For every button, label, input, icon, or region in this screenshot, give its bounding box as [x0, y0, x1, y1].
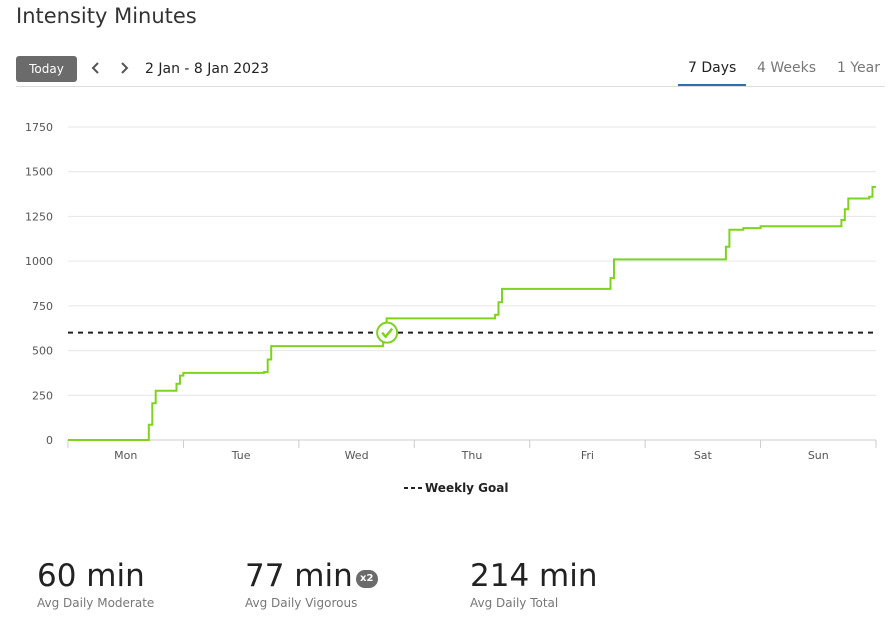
stat-vigorous-value-row: 77 min x2 — [245, 558, 378, 594]
multiplier-badge: x2 — [355, 570, 378, 588]
y-tick-label: 1250 — [25, 210, 53, 223]
date-range-label: 2 Jan - 8 Jan 2023 — [145, 61, 269, 77]
page-title: Intensity Minutes — [16, 4, 197, 28]
tab-4-weeks[interactable]: 4 Weeks — [757, 60, 817, 76]
today-button[interactable]: Today — [16, 56, 77, 82]
y-tick-label: 500 — [32, 345, 53, 358]
goal-reached-check-icon — [376, 321, 399, 344]
stat-total-value: 214 min — [470, 558, 598, 594]
tab-1-year[interactable]: 1 Year — [837, 60, 880, 76]
check-mark-icon — [381, 327, 394, 339]
stat-moderate-label: Avg Daily Moderate — [37, 596, 155, 610]
y-tick-label: 750 — [32, 300, 53, 313]
x-tick-label: Thu — [461, 449, 483, 462]
tab-label: 7 Days — [688, 60, 737, 76]
date-toolbar: Today 2 Jan - 8 Jan 2023 7 Days 4 Weeks … — [16, 56, 885, 87]
y-tick-label: 1750 — [25, 121, 53, 134]
y-tick-label: 1000 — [25, 255, 53, 268]
x-tick-label: Fri — [581, 449, 594, 462]
x-tick-label: Tue — [231, 449, 251, 462]
active-tab-indicator — [678, 84, 747, 86]
period-tabs: 7 Days 4 Weeks 1 Year — [678, 56, 885, 87]
intensity-series-line — [68, 185, 876, 441]
stat-vigorous-label: Avg Daily Vigorous — [245, 596, 358, 610]
stat-moderate: 60 min Avg Daily Moderate — [37, 558, 154, 610]
stat-vigorous-value: 77 min — [245, 558, 353, 594]
x-tick-label: Wed — [345, 449, 369, 462]
stat-vigorous: 77 min x2 Avg Daily Vigorous — [245, 558, 378, 610]
stat-total-label: Avg Daily Total — [470, 596, 559, 610]
x-tick-label: Sat — [694, 449, 713, 462]
tab-7-days[interactable]: 7 Days — [678, 60, 747, 86]
chevron-right-icon[interactable] — [116, 58, 132, 78]
y-tick-label: 250 — [32, 389, 53, 402]
stat-total: 214 min Avg Daily Total — [470, 558, 597, 610]
x-tick-label: Mon — [114, 449, 137, 462]
y-tick-label: 1500 — [25, 166, 53, 179]
toolbar-divider — [16, 86, 885, 87]
x-tick-label: Sun — [808, 449, 829, 462]
chevron-left-icon[interactable] — [88, 58, 104, 78]
intensity-minutes-chart: 0 250 500 750 1000 1250 1500 1750 Mon Tue Wed Thu Fr… — [25, 121, 877, 495]
stat-moderate-value: 60 min — [37, 558, 145, 594]
y-tick-label: 0 — [46, 434, 53, 447]
legend-goal-label: Weekly Goal — [425, 481, 508, 495]
